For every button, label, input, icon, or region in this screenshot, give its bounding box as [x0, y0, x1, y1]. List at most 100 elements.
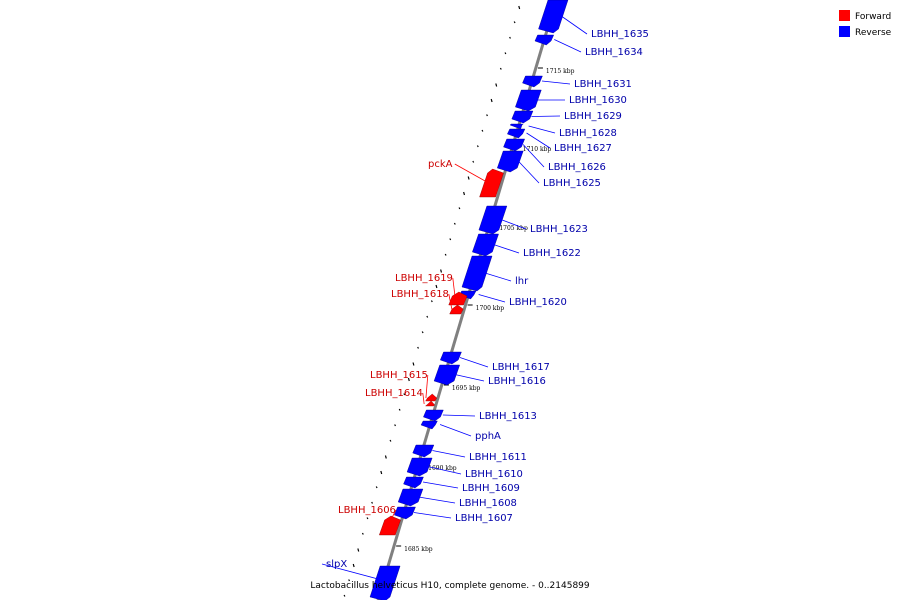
legend: Forward Reverse [839, 10, 892, 38]
gene-leader [422, 392, 425, 405]
gene-label: slpX [326, 559, 347, 570]
genome-caption: Lactobacillus helveticus H10, complete g… [310, 581, 590, 591]
gene-leader [454, 163, 490, 184]
gene-arrow[interactable] [449, 304, 464, 315]
guide-dot [458, 207, 461, 210]
gene-label: LBHH_1618 [391, 289, 449, 300]
gene-arrow[interactable] [425, 393, 438, 402]
gene-label: LBHH_1634 [585, 47, 643, 58]
gene-lbhh_1619[interactable]: LBHH_1619 [395, 273, 468, 306]
gene-lbhh_1610[interactable]: LBHH_1610 [406, 457, 523, 480]
gene-leader [459, 357, 489, 368]
guide-dot [486, 114, 488, 117]
gene-lbhh_1634[interactable]: LBHH_1634 [534, 34, 643, 58]
gene-arrow[interactable] [497, 150, 524, 173]
guide-dot [481, 129, 484, 132]
gene-lbhh_1622[interactable]: LBHH_1622 [472, 233, 581, 259]
gene-lbhh_1613[interactable]: LBHH_1613 [423, 409, 537, 422]
guide-dot [421, 331, 424, 334]
gene-leader [387, 509, 397, 527]
gene-arrow[interactable] [397, 488, 424, 507]
gene-label: LBHH_1615 [370, 370, 428, 381]
gene-leader [454, 374, 485, 382]
gene-arrow[interactable] [412, 444, 435, 458]
guide-dot [366, 517, 369, 520]
gene-leader [448, 293, 453, 311]
gene-arrow[interactable] [515, 89, 542, 112]
gene-leader [541, 80, 571, 85]
gene-lbhh_1611[interactable]: LBHH_1611 [412, 444, 527, 463]
guide-dot [504, 52, 507, 55]
gene-lhr[interactable]: lhr [461, 255, 529, 292]
gene-arrow[interactable] [423, 409, 444, 422]
guide-dot [361, 532, 364, 535]
gene-arrow[interactable] [479, 168, 504, 198]
gene-leader [439, 424, 472, 437]
scale-tick-label: 1695 kbp [452, 385, 481, 392]
gene-label: LBHH_1607 [455, 513, 513, 524]
gene-label: LBHH_1623 [530, 224, 588, 235]
gene-arrow[interactable] [472, 233, 499, 257]
gene-arrow[interactable] [425, 400, 436, 407]
gene-lbhh_1625[interactable]: LBHH_1625 [497, 150, 601, 189]
gene-arrow[interactable] [433, 364, 460, 386]
gene-arrow[interactable] [378, 515, 401, 536]
legend-forward-label: Forward [855, 12, 891, 22]
guide-dot [375, 486, 378, 489]
gene-arrow[interactable] [538, 0, 569, 34]
gene-lbhh_1628[interactable]: LBHH_1628 [509, 123, 617, 139]
gene-label: LBHH_1631 [574, 79, 632, 90]
gene-lbhh_1606[interactable]: LBHH_1606 [338, 505, 401, 536]
gene-lbhh_1629[interactable]: LBHH_1629 [511, 110, 622, 124]
gene-label: LBHH_1625 [543, 178, 601, 189]
scale-tick-label: 1685 kbp [404, 546, 433, 553]
backbone-dots [343, 5, 521, 597]
scale-tick-label: 1705 kbp [499, 225, 528, 232]
gene-lbhh_1614[interactable]: LBHH_1614 [365, 388, 436, 407]
gene-ppha[interactable]: pphA [420, 420, 501, 442]
gene-label: LBHH_1616 [488, 376, 546, 387]
gene-lbhh_1627[interactable]: LBHH_1627 [507, 128, 612, 154]
guide-dot [495, 83, 498, 87]
gene-arrow[interactable] [461, 255, 493, 292]
gene-label: LBHH_1609 [462, 483, 520, 494]
gene-arrow[interactable] [420, 420, 438, 430]
gene-lbhh_1630[interactable]: LBHH_1630 [515, 89, 627, 112]
guide-dot [403, 393, 406, 396]
gene-arrow[interactable] [369, 565, 401, 600]
gene-lbhh_1608[interactable]: LBHH_1608 [397, 488, 517, 509]
gene-arrow[interactable] [507, 128, 526, 139]
gene-leader [528, 125, 556, 134]
gene-arrow[interactable] [522, 75, 543, 88]
gene-lbhh_1635[interactable]: LBHH_1635 [538, 0, 649, 40]
gene-lbhh_1615[interactable]: LBHH_1615 [370, 370, 438, 402]
scale-tick-label: 1690 kbp [428, 465, 457, 472]
gene-label: LBHH_1610 [465, 469, 523, 480]
gene-leader [413, 512, 452, 519]
gene-lbhh_1623[interactable]: LBHH_1623 [478, 205, 588, 235]
legend-reverse-swatch [839, 26, 850, 37]
gene-arrow[interactable] [440, 351, 462, 365]
gene-lbhh_1618[interactable]: LBHH_1618 [391, 289, 464, 315]
gene-arrow[interactable] [403, 476, 424, 489]
gene-arrow[interactable] [534, 34, 555, 46]
gene-lbhh_1607[interactable]: LBHH_1607 [394, 506, 513, 524]
gene-arrow[interactable] [509, 123, 524, 130]
gene-label: LBHH_1613 [479, 411, 537, 422]
gene-lbhh_1609[interactable]: LBHH_1609 [403, 476, 520, 494]
gene-lbhh_1616[interactable]: LBHH_1616 [433, 364, 546, 387]
guide-dot [417, 346, 419, 349]
gene-slpx[interactable]: slpX [321, 559, 401, 600]
gene-pcka[interactable]: pckA [428, 159, 504, 198]
guide-dot [467, 176, 470, 180]
gene-arrow[interactable] [503, 138, 525, 152]
gene-lbhh_1631[interactable]: LBHH_1631 [522, 75, 632, 90]
gene-lbhh_1617[interactable]: LBHH_1617 [440, 351, 550, 373]
gene-arrow[interactable] [394, 506, 416, 520]
gene-arrow[interactable] [478, 205, 508, 235]
gene-arrow[interactable] [406, 457, 433, 477]
gene-arrow[interactable] [511, 110, 534, 124]
gene-lbhh_1626[interactable]: LBHH_1626 [503, 138, 606, 173]
gene-label: LBHH_1630 [569, 95, 627, 106]
